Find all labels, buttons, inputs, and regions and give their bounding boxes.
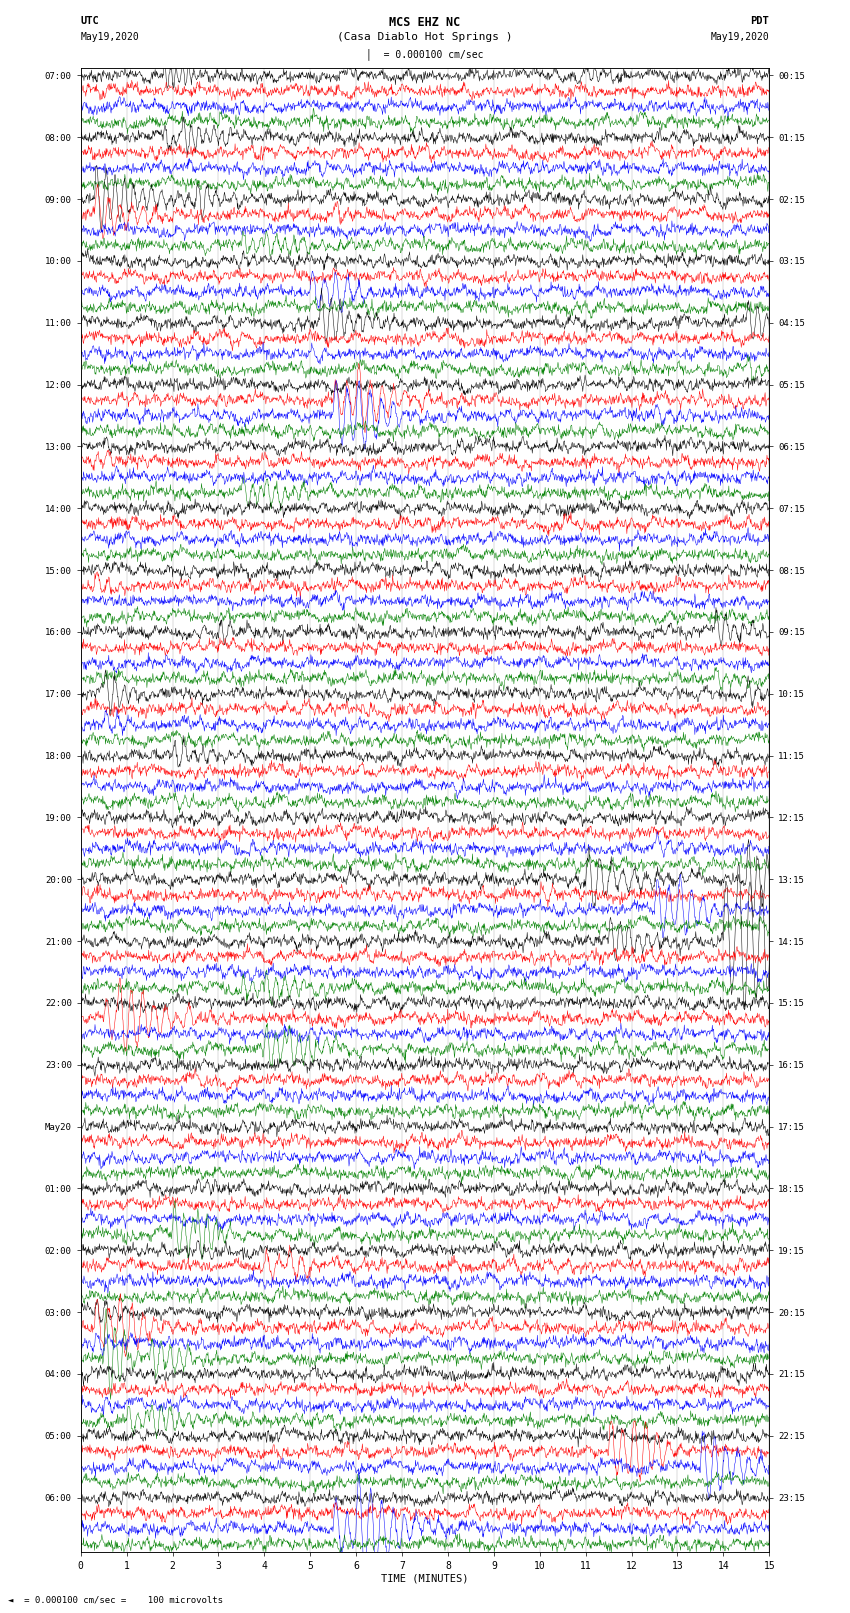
Text: (Casa Diablo Hot Springs ): (Casa Diablo Hot Springs ) [337,32,513,42]
Text: UTC: UTC [81,16,99,26]
Text: │  = 0.000100 cm/sec: │ = 0.000100 cm/sec [366,48,484,60]
X-axis label: TIME (MINUTES): TIME (MINUTES) [382,1574,468,1584]
Text: ◄  = 0.000100 cm/sec =    100 microvolts: ◄ = 0.000100 cm/sec = 100 microvolts [8,1595,224,1605]
Text: PDT: PDT [751,16,769,26]
Text: May19,2020: May19,2020 [711,32,769,42]
Text: May19,2020: May19,2020 [81,32,139,42]
Text: MCS EHZ NC: MCS EHZ NC [389,16,461,29]
